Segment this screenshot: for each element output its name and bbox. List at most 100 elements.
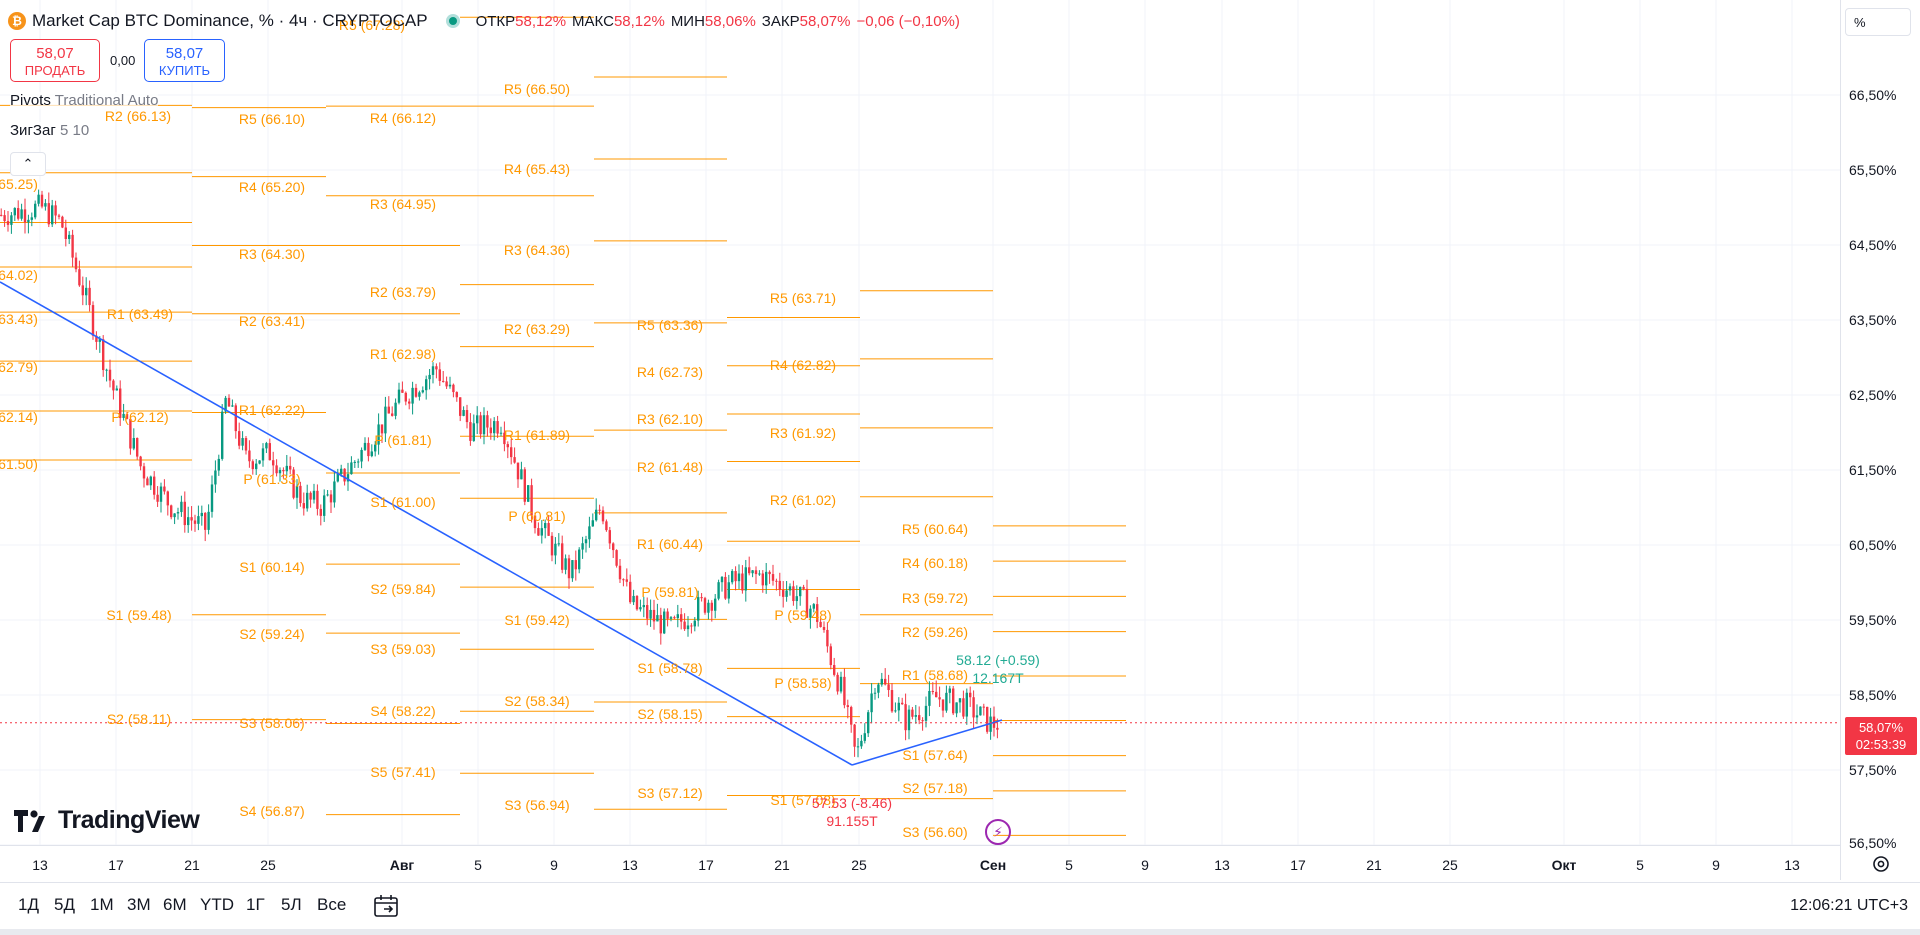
buy-button[interactable]: 58,07 КУПИТЬ xyxy=(144,39,225,82)
collapse-legend-button[interactable]: ⌃ xyxy=(10,152,46,176)
time-label: 21 xyxy=(184,857,200,873)
candle-body xyxy=(20,209,23,219)
candle-body xyxy=(921,720,924,722)
time-label: 21 xyxy=(774,857,790,873)
candle-body xyxy=(238,431,241,446)
candle-body xyxy=(278,469,282,474)
candle-body xyxy=(873,692,877,694)
candle-body xyxy=(911,709,914,717)
price-label: 65,50% xyxy=(1849,162,1897,178)
price-scale[interactable]: % 66,50% 65,50% 64,50% 63,50% 62,50% 61,50% 60… xyxy=(1840,0,1920,880)
price-label: 64,50% xyxy=(1849,237,1897,253)
candle-body xyxy=(68,234,71,239)
candle-body xyxy=(622,579,625,581)
pivot-label: S4 (56.87) xyxy=(239,803,304,819)
pivot-label: P (59.81) xyxy=(641,584,698,600)
candle-body xyxy=(663,611,666,634)
range-button[interactable]: 5Д xyxy=(54,895,75,914)
scale-mode-selector[interactable]: % xyxy=(1845,8,1911,36)
settings-gear-icon[interactable] xyxy=(1870,853,1892,875)
candle-body xyxy=(445,381,448,387)
candle-body xyxy=(846,705,849,708)
ohlc-key: МИН xyxy=(670,13,705,30)
time-axis[interactable]: 13 17 21 25 Авг 5 9 13 17 21 25 Сен 5 9 13 17 21 25 Окт 5 9 1… xyxy=(0,845,1840,882)
lightning-icon[interactable]: ⚡ xyxy=(985,819,1011,845)
candle-body xyxy=(819,621,822,628)
candle-body xyxy=(285,465,288,472)
candle-body xyxy=(829,646,832,666)
pivot-label: S2 (58.34) xyxy=(504,693,569,709)
pivot-label: R2 (61.02) xyxy=(770,492,836,508)
candle-body xyxy=(91,305,95,336)
change-value: −0,06 (−0,10%) xyxy=(856,12,960,30)
range-button[interactable]: 1Г xyxy=(246,895,265,914)
candle-body xyxy=(948,688,951,693)
candle-body xyxy=(710,602,713,611)
candle-body xyxy=(540,528,543,536)
price-chart[interactable]: R5 (67.28) R2 (66.13) R5 (66.10) R4 (66.12)… xyxy=(0,0,1840,845)
candle-body xyxy=(377,424,380,445)
candle-body xyxy=(132,438,135,449)
sell-button[interactable]: 58,07 ПРОДАТЬ xyxy=(10,39,100,82)
pivot-label: S1 (59.48) xyxy=(106,607,171,623)
tradingview-logo-icon xyxy=(14,809,45,832)
time-label: 9 xyxy=(550,857,558,873)
candle-body xyxy=(506,444,509,448)
candle-body xyxy=(47,203,50,225)
candle-body xyxy=(431,366,435,375)
market-status-icon[interactable] xyxy=(445,14,460,28)
pivot-label: R3 (62.10) xyxy=(637,411,703,427)
candle-body xyxy=(666,611,669,619)
candle-body xyxy=(153,476,156,495)
tradingview-logo[interactable]: TradingView xyxy=(14,806,200,835)
candle-body xyxy=(584,539,588,544)
bottom-strip xyxy=(0,929,1920,935)
candle-body xyxy=(765,571,768,586)
candle-body xyxy=(680,614,683,622)
pivot-label: R4 (62.82) xyxy=(770,357,836,373)
candle-body xyxy=(472,423,475,441)
candle-body xyxy=(85,287,88,296)
utc-clock[interactable]: 12:06:21 UTC+3 xyxy=(1790,897,1908,914)
pivot-label: R3 (64.30) xyxy=(239,246,305,262)
range-button[interactable]: 1Д xyxy=(18,895,39,914)
range-button[interactable]: 6М xyxy=(163,895,187,914)
candle-body xyxy=(350,462,353,475)
candle-body xyxy=(404,392,407,402)
candle-body xyxy=(731,571,734,583)
time-label: 13 xyxy=(1214,857,1230,873)
range-button[interactable]: YTD xyxy=(200,895,234,914)
pivot-label: S2 (58.11) xyxy=(107,711,171,727)
range-button[interactable]: 3М xyxy=(127,895,151,914)
chart-pane[interactable]: R5 (67.28) R2 (66.13) R5 (66.10) R4 (66.12)… xyxy=(0,0,1840,845)
candle-body xyxy=(557,543,560,545)
candle-body xyxy=(530,485,533,516)
indicator-pivots[interactable]: Pivots Traditional Auto xyxy=(10,92,159,109)
range-button[interactable]: 1М xyxy=(90,895,114,914)
pivot-label: R5 (60.64) xyxy=(902,521,968,537)
candle-body xyxy=(319,508,322,516)
candle-body xyxy=(54,205,57,216)
date-range-icon[interactable] xyxy=(372,893,400,919)
candle-body xyxy=(958,698,962,703)
candle-body xyxy=(227,397,231,407)
candle-body xyxy=(935,691,938,698)
pivot-label: P (60.81) xyxy=(508,508,565,524)
candle-body xyxy=(465,410,469,423)
indicator-zigzag[interactable]: ЗигЗаг 5 10 xyxy=(10,122,90,139)
candle-body xyxy=(204,512,207,530)
pivot-label: R1 (63.49) xyxy=(107,306,173,322)
candle-body xyxy=(102,339,105,371)
candle-body xyxy=(836,674,839,692)
range-button[interactable]: 5Л xyxy=(281,895,302,914)
range-button[interactable]: Все xyxy=(317,895,347,914)
zigzag-label: 12.167T xyxy=(972,670,1024,686)
candle-body xyxy=(625,579,628,582)
candle-body xyxy=(10,215,13,225)
pivot-label: R5 (67.28) xyxy=(339,17,405,33)
candle-body xyxy=(258,460,261,464)
buy-label: КУПИТЬ xyxy=(158,63,211,78)
pivot-label: 63.43) xyxy=(0,311,38,327)
symbol-title[interactable]: Market Cap BTC Dominance, % · 4ч · CRYPT… xyxy=(32,11,428,30)
candle-body xyxy=(13,208,16,216)
